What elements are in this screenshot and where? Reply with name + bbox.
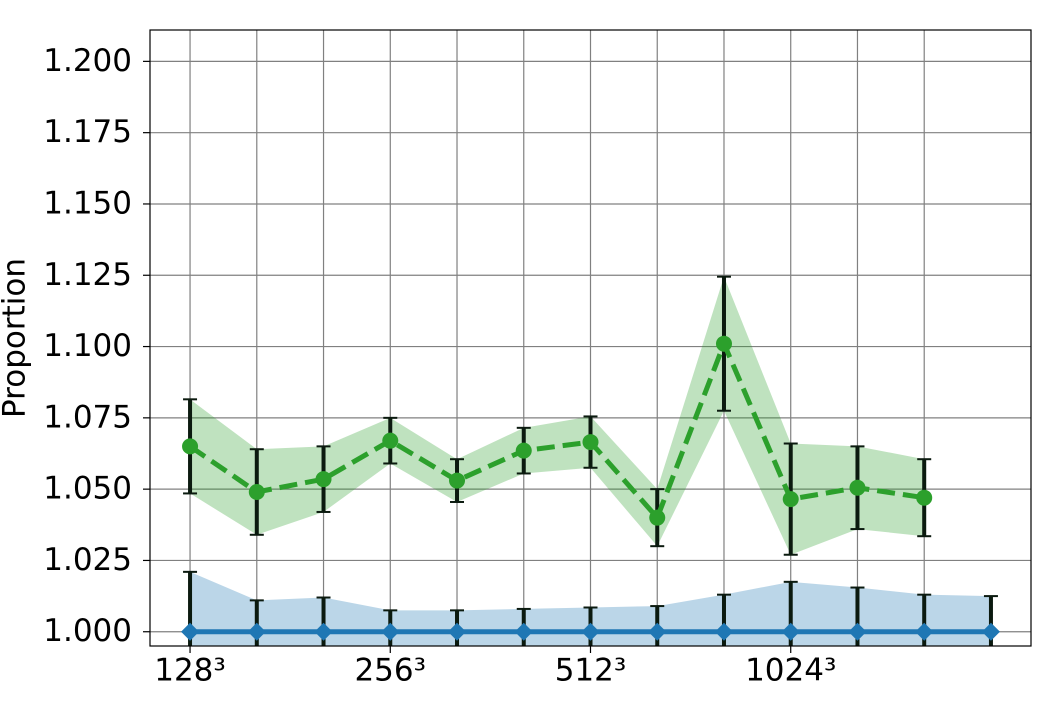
marker xyxy=(981,622,1000,641)
plot-frame xyxy=(149,29,1032,647)
marker xyxy=(781,622,800,641)
marker xyxy=(515,442,532,459)
marker xyxy=(182,438,199,455)
y-tick-label: 1.150 xyxy=(43,185,132,221)
marker xyxy=(449,472,466,489)
marker xyxy=(315,471,332,488)
series-line xyxy=(188,337,925,523)
x-tick-label: 256³ xyxy=(354,653,426,689)
x-tick-label: 512³ xyxy=(555,653,627,689)
y-tick-label: 1.000 xyxy=(43,613,132,649)
marker xyxy=(915,622,934,641)
x-tick-label: 128³ xyxy=(154,653,226,689)
marker xyxy=(648,622,667,641)
marker xyxy=(248,484,265,500)
marker xyxy=(848,622,867,641)
marker xyxy=(181,622,200,641)
y-tick-label: 1.075 xyxy=(43,399,132,435)
marker xyxy=(448,622,467,641)
marker xyxy=(247,622,266,641)
marker xyxy=(714,622,733,641)
marker xyxy=(782,491,799,508)
marker xyxy=(582,434,599,451)
marker xyxy=(649,509,666,526)
marker xyxy=(314,622,333,641)
y-tick-label: 1.025 xyxy=(43,542,132,578)
y-tick-label: 1.200 xyxy=(43,43,132,79)
y-tick-label: 1.100 xyxy=(43,328,132,364)
marker xyxy=(715,335,732,352)
y-tick-label: 1.175 xyxy=(43,114,132,150)
marker xyxy=(581,622,600,641)
y-tick-label: 1.125 xyxy=(43,257,132,293)
marker xyxy=(514,622,533,641)
y-axis-label: Proportion xyxy=(0,258,33,418)
marker xyxy=(849,479,866,496)
x-tick-label: 1024³ xyxy=(745,653,836,689)
y-tick-label: 1.050 xyxy=(43,471,132,507)
plot-area xyxy=(181,275,1000,646)
marker xyxy=(381,622,400,641)
marker xyxy=(916,489,933,506)
error-band xyxy=(190,276,925,555)
marker xyxy=(382,432,399,449)
